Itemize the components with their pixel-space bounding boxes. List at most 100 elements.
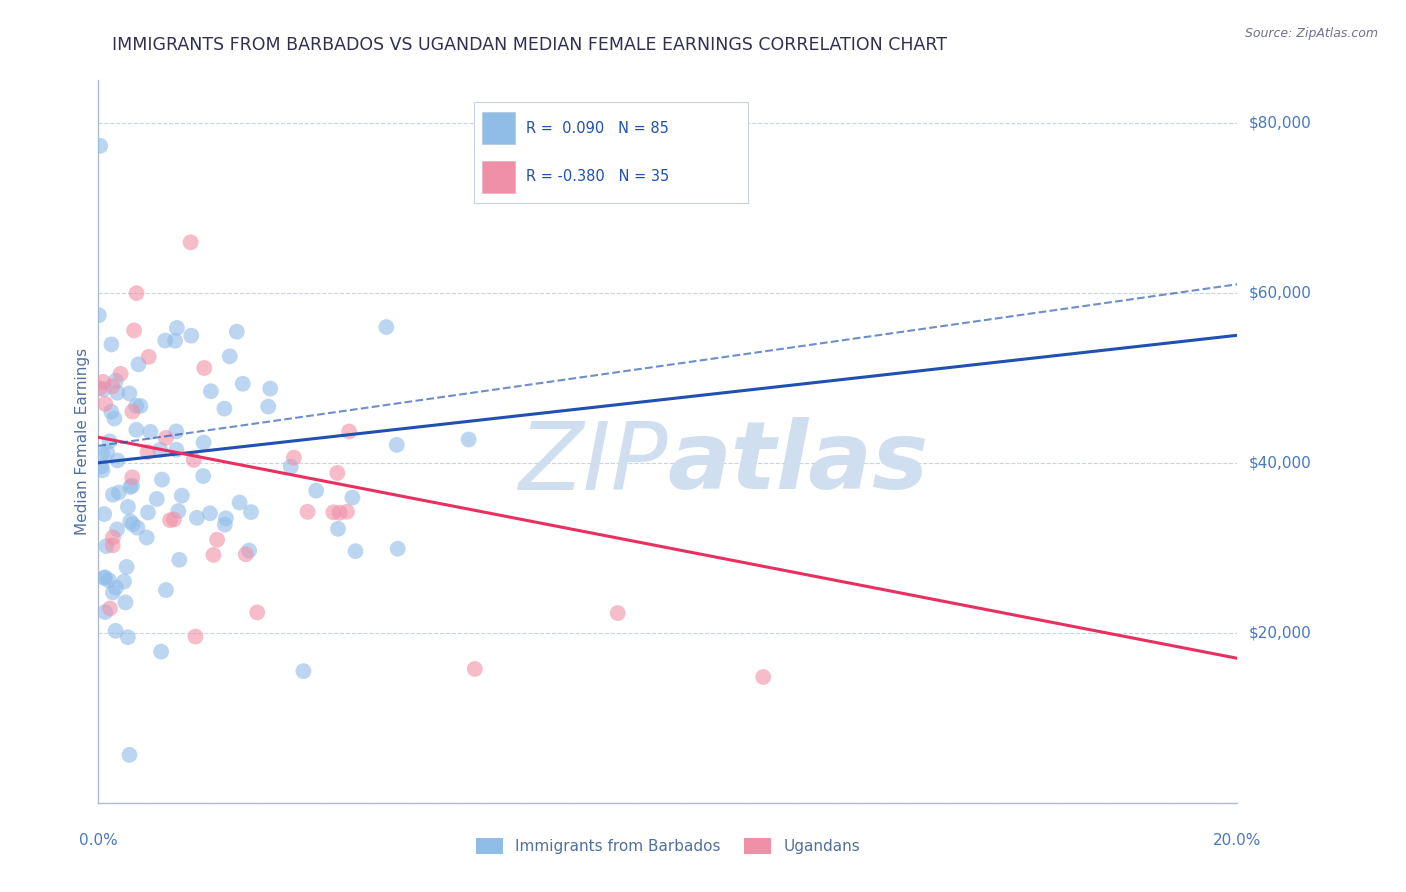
Point	[180, 328, 202, 343]
Point	[101, 538, 124, 552]
Point	[235, 547, 257, 561]
Point	[117, 500, 139, 514]
Text: ZIP: ZIP	[519, 417, 668, 508]
Point	[129, 399, 152, 413]
Point	[183, 453, 205, 467]
Point	[246, 606, 269, 620]
Text: Source: ZipAtlas.com: Source: ZipAtlas.com	[1244, 27, 1378, 40]
Point	[163, 512, 186, 526]
Point	[125, 286, 148, 301]
Point	[114, 595, 136, 609]
Legend: Immigrants from Barbados, Ugandans: Immigrants from Barbados, Ugandans	[470, 832, 866, 860]
Point	[110, 367, 132, 381]
Point	[155, 334, 177, 348]
Point	[166, 321, 188, 335]
Point	[87, 308, 110, 322]
Point	[93, 382, 115, 396]
Point	[155, 431, 177, 445]
Point	[120, 514, 142, 528]
Point	[104, 374, 127, 388]
Point	[225, 325, 247, 339]
Point	[117, 630, 139, 644]
Y-axis label: Median Female Earnings: Median Female Earnings	[75, 348, 90, 535]
Text: 0.0%: 0.0%	[79, 833, 118, 848]
Text: $40,000: $40,000	[1249, 455, 1312, 470]
Point	[257, 400, 280, 414]
Point	[91, 447, 114, 461]
Point	[96, 539, 118, 553]
Point	[280, 459, 302, 474]
Point	[387, 541, 409, 556]
Point	[101, 585, 124, 599]
Point	[214, 401, 236, 416]
Point	[464, 662, 486, 676]
Point	[138, 350, 160, 364]
Point	[337, 425, 360, 439]
Point	[167, 504, 190, 518]
Point	[115, 560, 138, 574]
Point	[326, 466, 349, 480]
Point	[186, 511, 208, 525]
Point	[101, 530, 124, 544]
Point	[165, 334, 187, 348]
Point	[94, 397, 117, 411]
Point	[155, 582, 177, 597]
Point	[326, 522, 349, 536]
Point	[193, 435, 215, 450]
Point	[136, 506, 159, 520]
Point	[121, 478, 143, 492]
Point	[205, 533, 228, 547]
Point	[259, 382, 281, 396]
Point	[103, 411, 125, 425]
Point	[232, 376, 254, 391]
Point	[165, 425, 187, 439]
Point	[292, 664, 315, 678]
Point	[150, 645, 173, 659]
Point	[139, 425, 162, 439]
Point	[606, 606, 628, 620]
Point	[97, 574, 120, 588]
Point	[297, 505, 319, 519]
Point	[94, 605, 117, 619]
Point	[120, 480, 142, 494]
Point	[93, 571, 115, 585]
Point	[198, 506, 221, 520]
Point	[89, 139, 111, 153]
Point	[104, 581, 127, 595]
Point	[146, 491, 169, 506]
Point	[127, 521, 149, 535]
Point	[105, 522, 128, 536]
Point	[193, 469, 215, 483]
Text: IMMIGRANTS FROM BARBADOS VS UGANDAN MEDIAN FEMALE EARNINGS CORRELATION CHART: IMMIGRANTS FROM BARBADOS VS UGANDAN MEDI…	[112, 36, 948, 54]
Point	[121, 404, 143, 418]
Point	[136, 445, 159, 459]
Point	[180, 235, 202, 250]
Point	[101, 488, 124, 502]
Point	[100, 404, 122, 418]
Point	[118, 386, 141, 401]
Point	[283, 450, 305, 465]
Point	[165, 442, 187, 457]
Point	[135, 531, 157, 545]
Point	[100, 337, 122, 351]
Point	[184, 630, 207, 644]
Point	[342, 491, 364, 505]
Point	[128, 357, 150, 371]
Point	[240, 505, 263, 519]
Point	[94, 570, 117, 584]
Point	[214, 517, 236, 532]
Text: atlas: atlas	[668, 417, 929, 509]
Point	[193, 361, 215, 376]
Point	[89, 381, 111, 395]
Point	[385, 438, 408, 452]
Point	[121, 470, 143, 484]
Point	[112, 574, 135, 589]
Point	[105, 385, 128, 400]
Point	[98, 434, 121, 449]
Point	[96, 445, 118, 459]
Point	[93, 507, 115, 521]
Point	[98, 601, 121, 615]
Point	[159, 513, 181, 527]
Point	[104, 624, 127, 638]
Point	[108, 485, 131, 500]
